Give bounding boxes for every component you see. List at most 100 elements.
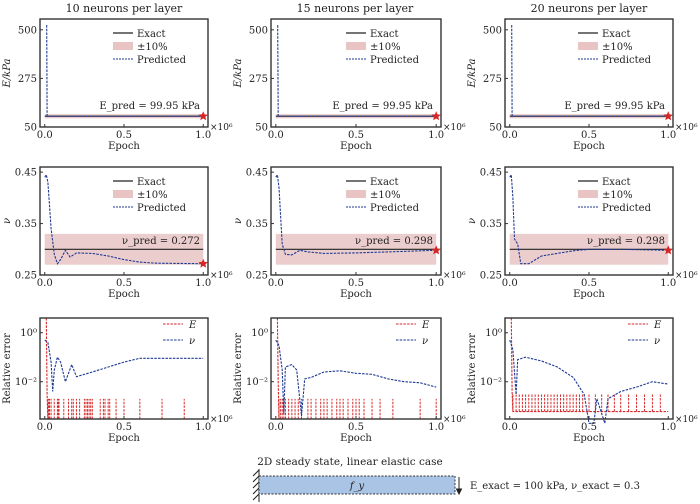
predicted-value-annotation: E_pred = 99.95 kPa <box>99 101 200 112</box>
y-axis-label: ν <box>233 218 244 224</box>
predicted-value-annotation: ν_pred = 0.272 <box>122 236 200 247</box>
predicted-value-annotation: ν_pred = 0.298 <box>587 236 665 247</box>
schematic-title: 2D steady state, linear elastic case <box>257 456 443 468</box>
x-multiplier-label: ×10⁶ <box>675 271 698 281</box>
nu-error-line <box>275 339 437 416</box>
legend-band-swatch <box>113 190 133 198</box>
y-tick-label: 10⁻² <box>15 377 37 388</box>
y-tick-label: 0.35 <box>15 219 37 230</box>
x-axis-label: Epoch <box>573 141 605 152</box>
panel-E-0: E_pred = 99.95 kPa Exact ±10% Predicted 0.0 0… <box>2 18 233 152</box>
legend-exact-label: Exact <box>137 29 166 40</box>
x-tick-label: 1.0 <box>660 422 676 433</box>
x-tick-label: 0.5 <box>116 130 132 141</box>
x-axis-label: Epoch <box>108 141 140 152</box>
x-tick-label: 0.5 <box>581 278 597 289</box>
y-tick-label: 50 <box>489 123 502 134</box>
final-value-star-icon <box>431 245 441 255</box>
x-tick-label: 0.0 <box>502 278 518 289</box>
predicted-value-annotation: ν_pred = 0.298 <box>355 236 433 247</box>
legend-E-label: E <box>421 320 430 331</box>
predicted-value-annotation: E_pred = 99.95 kPa <box>564 101 665 112</box>
x-axis-label: Epoch <box>340 433 372 444</box>
legend-predicted-label: Predicted <box>137 203 187 214</box>
column-title-2: 20 neurons per layer <box>531 2 648 15</box>
legend-exact-label: Exact <box>137 177 166 188</box>
y-axis-label: Relative error <box>2 333 13 404</box>
x-tick-label: 1.0 <box>428 278 444 289</box>
y-tick-label: 10⁰ <box>485 328 502 339</box>
panel-E-2: E_pred = 99.95 kPa Exact ±10% Predicted 0.0 0… <box>467 18 698 152</box>
y-tick-label: 10⁻² <box>246 377 268 388</box>
legend-E-label: E <box>653 320 662 331</box>
y-tick-label: 50 <box>24 123 37 134</box>
y-tick-label: 0.25 <box>480 271 502 282</box>
panel-nu-0: ν_pred = 0.272 Exact ±10% Predicted 0.0 0.5 1.… <box>2 166 233 300</box>
x-tick-label: 0.0 <box>37 278 53 289</box>
x-tick-label: 0.5 <box>348 278 364 289</box>
y-tick-label: 500 <box>18 25 37 36</box>
legend-predicted-label: Predicted <box>602 55 652 66</box>
x-tick-label: 0.5 <box>116 278 132 289</box>
x-tick-label: 1.0 <box>195 278 211 289</box>
x-tick-label: 0.5 <box>348 130 364 141</box>
legend-band-swatch <box>346 190 366 198</box>
y-axis-label: Relative error <box>467 333 478 404</box>
x-multiplier-label: ×10⁶ <box>443 415 466 425</box>
predicted-value-annotation: E_pred = 99.95 kPa <box>332 101 433 112</box>
y-axis-label: Relative error <box>233 333 244 404</box>
legend-band-label: ±10% <box>370 190 401 201</box>
x-tick-label: 0.0 <box>268 278 284 289</box>
x-tick-label: 0.0 <box>268 130 284 141</box>
x-multiplier-label: ×10⁶ <box>210 123 233 133</box>
y-tick-label: 50 <box>255 123 268 134</box>
y-tick-label: 0.25 <box>15 271 37 282</box>
predicted-line <box>275 173 437 256</box>
y-axis-label: E/kPa <box>233 58 244 88</box>
x-axis-label: Epoch <box>108 289 140 300</box>
fixed-wall-icon <box>252 469 260 502</box>
x-tick-label: 1.0 <box>660 278 676 289</box>
y-tick-label: 275 <box>18 74 37 85</box>
x-multiplier-label: ×10⁶ <box>210 271 233 281</box>
column-title-1: 15 neurons per layer <box>297 2 414 15</box>
legend-nu-label: ν <box>654 336 660 347</box>
y-tick-label: 275 <box>249 74 268 85</box>
y-tick-label: 10⁻² <box>480 377 502 388</box>
predicted-line <box>511 24 669 117</box>
legend-exact-label: Exact <box>602 29 631 40</box>
x-multiplier-label: ×10⁶ <box>443 123 466 133</box>
panel-nu-2: ν_pred = 0.298 Exact ±10% Predicted 0.0 0.5 1.… <box>467 166 698 300</box>
y-axis-label: ν <box>467 218 478 224</box>
x-tick-label: 0.5 <box>581 422 597 433</box>
y-axis-label: ν <box>2 218 13 224</box>
legend-nu-label: ν <box>422 336 428 347</box>
x-multiplier-label: ×10⁶ <box>210 415 233 425</box>
x-tick-label: 0.0 <box>502 130 518 141</box>
y-tick-label: 0.35 <box>480 219 502 230</box>
panel-E-1: E_pred = 99.95 kPa Exact ±10% Predicted 0.0 0… <box>233 18 466 152</box>
x-tick-label: 0.0 <box>502 422 518 433</box>
y-tick-label: 0.45 <box>15 168 37 179</box>
nu-error-line <box>44 339 204 392</box>
x-tick-label: 0.5 <box>581 130 597 141</box>
legend-band-swatch <box>113 42 133 50</box>
x-axis-label: Epoch <box>573 289 605 300</box>
y-tick-label: 0.35 <box>246 219 268 230</box>
y-tick-label: 10⁰ <box>251 328 268 339</box>
x-tick-label: 0.5 <box>116 422 132 433</box>
exact-parameters-label: E_exact = 100 kPa, ν_exact = 0.3 <box>470 481 640 492</box>
final-value-star-icon <box>198 258 208 268</box>
legend-nu-label: ν <box>189 336 195 347</box>
y-axis-label: E/kPa <box>467 58 478 88</box>
legend-band-label: ±10% <box>137 190 168 201</box>
x-multiplier-label: ×10⁶ <box>675 123 698 133</box>
predicted-line <box>509 172 669 265</box>
y-tick-label: 500 <box>249 25 268 36</box>
legend-exact-label: Exact <box>602 177 631 188</box>
y-tick-label: 10⁰ <box>20 328 37 339</box>
legend-band-swatch <box>346 42 366 50</box>
